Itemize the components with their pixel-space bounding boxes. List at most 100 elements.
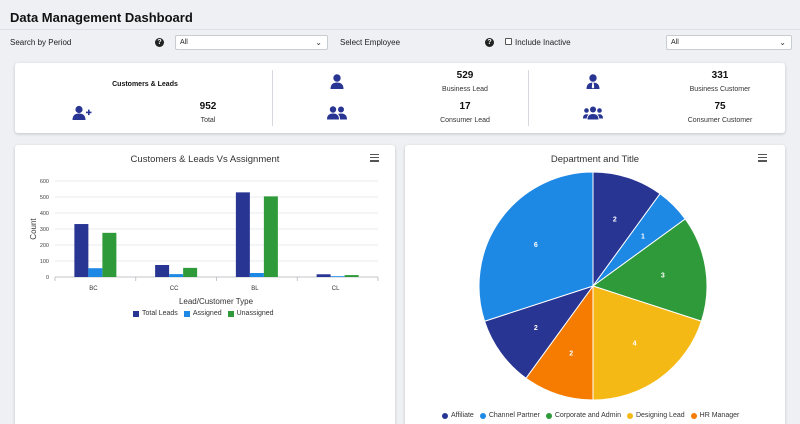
legend-item[interactable]: Channel Partner [479,412,540,419]
bar-chart-title: Customers & Leads Vs Assignment [130,154,280,165]
pie-slice-label: 2 [569,351,573,358]
bar-chart: 0 100 200 300 400 500 600 BC CC BL CL Lead/Customer… [29,179,379,306]
summary-divider [272,70,273,126]
bar-total-leads[interactable] [316,274,331,277]
consumer-customer-value: 75 [714,101,726,112]
x-tick-label: CC [170,286,179,292]
pie-chart-menu-icon[interactable] [758,154,767,162]
consumer-lead-value: 17 [459,101,471,112]
legend-label: Affiliate [451,412,474,419]
users-icon [327,106,347,120]
legend-swatch [133,310,139,317]
customers-leads-heading: Customers & Leads [112,81,178,88]
period-help-icon[interactable]: ? [155,38,164,47]
total-label: Total [200,117,216,124]
add-user-icon [72,105,92,120]
summary-card: Customers & Leads 952 Total 529 Business… [15,63,785,133]
pie-slice-label: 3 [661,272,665,279]
legend-swatch [479,412,486,419]
employee-select-value: All [671,39,679,46]
pie-slice-label: 6 [534,242,538,249]
legend-item[interactable]: Designing Lead [626,412,685,419]
period-label: Search by Period [10,38,72,47]
bar-unassigned[interactable] [102,232,117,277]
pie-chart-card: Department and Title 2 1 3 4 2 2 6 Affiliate Ch… [405,145,785,424]
y-tick-label: 100 [40,259,49,265]
legend-item[interactable]: Assigned [183,310,222,317]
employee-label: Select Employee [340,38,401,47]
y-axis-title: Count [29,218,38,240]
legend-swatch [183,310,190,317]
summary-divider [528,70,529,126]
legend-item[interactable]: Total Leads [133,310,178,317]
x-tick-label: BC [89,286,98,292]
header-divider [0,29,800,30]
user-icon [330,74,344,89]
legend-swatch [626,412,633,419]
business-lead-label: Business Lead [442,86,488,93]
pie-slice-label: 2 [534,325,538,332]
bar-assigned[interactable] [249,273,264,277]
pie-slice-label: 2 [613,216,617,223]
total-value: 952 [199,101,217,112]
bar-chart-menu-icon[interactable] [370,154,379,162]
pie-slice-label: 1 [641,234,645,241]
y-tick-label: 0 [46,275,49,281]
include-inactive-checkbox[interactable] [505,38,512,45]
pie-slice-affiliate[interactable] [592,171,661,288]
legend-label: Corporate and Admin [554,412,621,419]
bar-assigned[interactable] [330,276,345,277]
page-title: Data Management Dashboard [10,10,193,25]
bar-assigned[interactable] [88,268,103,277]
pie-chart-legend: Affiliate Channel Partner Corporate and Ad… [442,412,745,419]
consumer-customer-label: Consumer Customer [687,117,753,124]
legend-item[interactable]: Unassigned [227,310,274,317]
bar-unassigned[interactable] [344,275,359,277]
legend-item[interactable]: HR Manager [690,412,740,419]
business-customer-value: 331 [711,70,729,81]
legend-swatch [690,412,697,419]
legend-swatch [545,412,552,419]
pie-chart-title: Department and Title [550,154,640,165]
business-lead-value: 529 [456,70,474,81]
consumer-lead-label: Consumer Lead [440,117,490,124]
bar-total-leads[interactable] [235,192,250,277]
legend-item[interactable]: Affiliate [442,412,474,419]
legend-label: Unassigned [236,310,274,317]
legend-item[interactable]: Corporate and Admin [545,412,621,419]
pie-slice-channel-partner[interactable] [478,171,594,322]
employee-select[interactable]: All ⌄ [666,35,792,50]
include-inactive-label: Include Inactive [515,38,571,47]
legend-swatch [442,412,448,419]
period-select-value: All [180,39,188,46]
bar-chart-legend: Total Leads Assigned Unassigned [133,310,280,317]
y-tick-label: 300 [40,227,49,233]
bar-unassigned[interactable] [183,267,198,277]
legend-label: Designing Lead [635,412,685,419]
pie-slice-designing-lead[interactable] [592,285,703,401]
employee-help-icon[interactable]: ? [485,38,494,47]
bar-unassigned[interactable] [263,196,278,277]
legend-label: HR Manager [699,412,740,419]
bar-chart-card: Customers & Leads Vs Assignment 0 100 200 3… [15,145,395,424]
bar-assigned[interactable] [169,274,184,277]
users-group-icon [583,106,603,120]
x-tick-label: CL [332,286,340,292]
y-tick-label: 600 [40,179,49,185]
y-tick-label: 400 [40,211,49,217]
legend-label: Total Leads [142,310,178,317]
pie-slice-affiliate[interactable] [483,285,595,379]
pie-slice-corporate-and-admin[interactable] [591,218,708,322]
period-select[interactable]: All ⌄ [175,35,328,50]
bar-total-leads[interactable] [74,224,89,277]
pie-chart: 2 1 3 4 2 2 6 [478,171,708,401]
bar-total-leads[interactable] [155,265,170,277]
x-axis-title: Lead/Customer Type [179,297,254,306]
business-user-icon [586,74,600,89]
legend-swatch [227,310,234,317]
x-tick-label: BL [251,286,259,292]
pie-slice-hr-manager[interactable] [525,284,594,401]
y-tick-label: 500 [40,195,49,201]
chevron-down-icon: ⌄ [779,38,786,47]
chevron-down-icon: ⌄ [315,38,322,47]
